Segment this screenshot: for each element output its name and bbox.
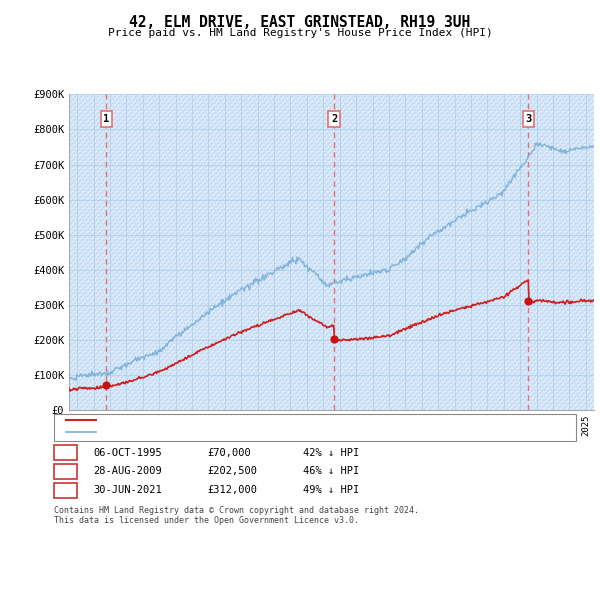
Text: 1: 1 <box>62 448 68 457</box>
Text: Contains HM Land Registry data © Crown copyright and database right 2024.
This d: Contains HM Land Registry data © Crown c… <box>54 506 419 525</box>
Text: 46% ↓ HPI: 46% ↓ HPI <box>303 467 359 476</box>
Point <box>524 296 533 306</box>
Text: 3: 3 <box>525 114 532 124</box>
Text: 49% ↓ HPI: 49% ↓ HPI <box>303 486 359 495</box>
Point <box>101 381 111 390</box>
Text: Price paid vs. HM Land Registry's House Price Index (HPI): Price paid vs. HM Land Registry's House … <box>107 28 493 38</box>
Text: £202,500: £202,500 <box>207 467 257 476</box>
Text: 2: 2 <box>331 114 337 124</box>
Text: 42, ELM DRIVE, EAST GRINSTEAD, RH19 3UH: 42, ELM DRIVE, EAST GRINSTEAD, RH19 3UH <box>130 15 470 30</box>
Text: £312,000: £312,000 <box>207 486 257 495</box>
Text: HPI: Average price, detached house, Mid Sussex: HPI: Average price, detached house, Mid … <box>102 427 372 437</box>
Text: 06-OCT-1995: 06-OCT-1995 <box>93 448 162 457</box>
Text: £70,000: £70,000 <box>207 448 251 457</box>
Point <box>329 335 339 344</box>
Text: 2: 2 <box>62 467 68 476</box>
Text: 3: 3 <box>62 486 68 495</box>
Text: 1: 1 <box>103 114 109 124</box>
Text: 42, ELM DRIVE, EAST GRINSTEAD, RH19 3UH (detached house): 42, ELM DRIVE, EAST GRINSTEAD, RH19 3UH … <box>102 415 431 425</box>
Text: 30-JUN-2021: 30-JUN-2021 <box>93 486 162 495</box>
Text: 28-AUG-2009: 28-AUG-2009 <box>93 467 162 476</box>
Text: 42% ↓ HPI: 42% ↓ HPI <box>303 448 359 457</box>
